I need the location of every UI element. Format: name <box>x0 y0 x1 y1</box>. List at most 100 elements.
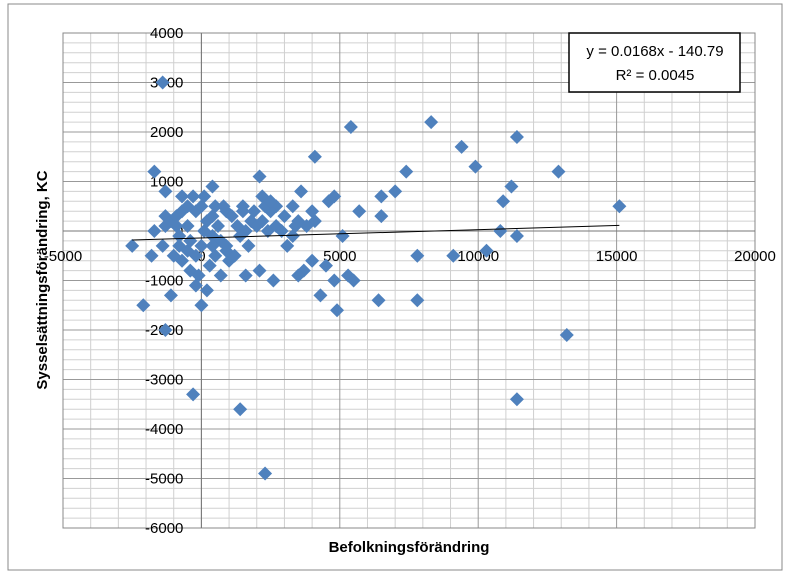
point <box>479 243 494 258</box>
point <box>371 293 386 308</box>
y-tick-label: -1000 <box>145 273 183 290</box>
point <box>180 219 195 234</box>
point <box>208 199 223 214</box>
point <box>318 258 333 273</box>
point <box>468 159 483 174</box>
point <box>238 268 253 283</box>
point <box>288 219 303 234</box>
trend-equation: y = 0.0168x - 140.79 <box>586 43 723 60</box>
point <box>285 199 300 214</box>
point <box>211 219 226 234</box>
point <box>246 204 261 219</box>
point <box>509 392 524 407</box>
point <box>335 228 350 243</box>
point <box>224 209 239 224</box>
point <box>410 248 425 263</box>
point <box>213 268 228 283</box>
point <box>205 179 220 194</box>
point <box>216 199 231 214</box>
point <box>202 258 217 273</box>
trendline <box>132 224 620 241</box>
y-tick-label: 1000 <box>150 174 183 191</box>
x-axis-title: Befolkningsförändring <box>329 539 490 556</box>
point <box>493 224 508 238</box>
point <box>374 209 389 224</box>
point <box>205 209 220 224</box>
point <box>158 184 173 199</box>
point <box>280 238 295 253</box>
point <box>446 248 461 263</box>
point <box>255 214 270 229</box>
point <box>321 194 336 209</box>
x-tick-label: 5000 <box>323 248 356 265</box>
point <box>155 238 170 253</box>
point <box>410 293 425 308</box>
point <box>327 273 342 288</box>
point <box>504 179 519 194</box>
point <box>155 75 170 90</box>
point <box>346 273 361 288</box>
point <box>305 253 320 268</box>
point <box>258 466 273 481</box>
point <box>343 120 358 135</box>
point <box>194 238 209 253</box>
y-axis-title: Sysselsättningsförändring, KC <box>34 170 51 389</box>
point <box>158 323 173 337</box>
point <box>194 199 209 214</box>
point <box>180 199 195 214</box>
y-tick-label: 2000 <box>150 124 183 141</box>
point <box>194 298 209 313</box>
point <box>147 224 162 238</box>
point <box>205 238 220 253</box>
point <box>330 303 345 318</box>
point <box>277 209 292 224</box>
point <box>169 219 184 234</box>
y-tick-label: -4000 <box>145 421 183 438</box>
point <box>188 278 203 293</box>
point <box>551 164 566 179</box>
point <box>208 248 223 263</box>
x-tick-label: -5000 <box>44 248 82 265</box>
point <box>241 238 256 253</box>
point <box>199 283 214 298</box>
point <box>388 184 403 199</box>
point <box>424 115 439 130</box>
plot-area <box>62 32 756 529</box>
point <box>266 273 281 288</box>
point <box>252 169 267 184</box>
y-tick-label: -6000 <box>145 520 183 537</box>
point <box>274 224 289 238</box>
point <box>186 189 201 204</box>
point <box>263 194 278 209</box>
point <box>313 288 328 303</box>
point <box>291 268 306 283</box>
y-tick-label: 4000 <box>150 25 183 42</box>
point <box>125 238 140 253</box>
point <box>252 263 267 278</box>
point <box>186 387 201 402</box>
point <box>294 184 309 199</box>
trend-r2: R² = 0.0045 <box>616 67 695 84</box>
point <box>175 189 190 204</box>
x-tick-label: 20000 <box>734 248 776 265</box>
point <box>219 238 234 253</box>
y-tick-label: -5000 <box>145 471 183 488</box>
point <box>163 288 178 303</box>
point <box>509 129 524 144</box>
point <box>307 149 322 164</box>
y-tick-label: -3000 <box>145 372 183 389</box>
point <box>496 194 511 209</box>
point <box>144 248 159 263</box>
point <box>285 228 300 243</box>
point <box>305 204 320 219</box>
point <box>235 204 250 219</box>
point <box>191 268 206 283</box>
point <box>454 139 469 154</box>
point <box>352 204 367 219</box>
point <box>233 228 248 243</box>
point <box>233 402 248 417</box>
point <box>180 243 195 258</box>
point <box>197 224 212 238</box>
point <box>175 253 190 268</box>
